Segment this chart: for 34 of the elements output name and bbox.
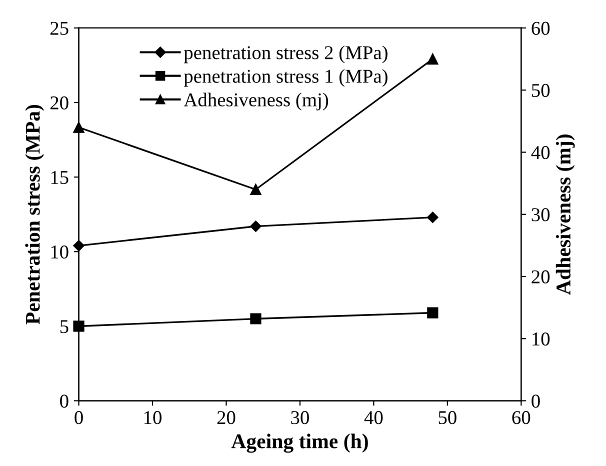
point xyxy=(427,53,438,65)
legend-label: penetration stress 1 (MPa) xyxy=(184,69,388,87)
y2-tick-label: 30 xyxy=(532,208,550,222)
y2-tick-label: 40 xyxy=(531,146,550,160)
point xyxy=(250,184,262,196)
y2-tick-label: 20 xyxy=(532,270,550,284)
x-tick-label: 20 xyxy=(217,411,236,424)
x-tick-label: 40 xyxy=(364,411,383,424)
y2-axis-title: Adhesiveness (mj) xyxy=(556,134,575,295)
y2-tick-label: 10 xyxy=(532,332,550,346)
y2-tick-label: 50 xyxy=(532,84,550,98)
y-tick-label: 5 xyxy=(60,320,68,334)
point xyxy=(250,220,262,232)
y-tick-label: 20 xyxy=(50,96,68,110)
x-tick-label: 50 xyxy=(438,411,456,424)
y-tick-label: 0 xyxy=(60,394,68,408)
x-axis-title: Ageing time (h) xyxy=(231,434,368,453)
legend-label: Adhesiveness (mj) xyxy=(184,92,328,110)
legend-label: penetration stress 2 (MPa) xyxy=(184,46,388,64)
x-tick-label: 0 xyxy=(74,411,83,424)
point xyxy=(250,313,262,324)
y2-tick-label: 60 xyxy=(532,22,550,35)
x-tick-label: 60 xyxy=(512,411,530,424)
y-tick-label: 10 xyxy=(51,245,68,259)
point xyxy=(427,307,438,318)
point xyxy=(73,122,84,133)
point xyxy=(427,212,438,223)
y-axis-title: Penetration stress (MPa) xyxy=(25,104,44,324)
point xyxy=(73,320,84,332)
y-tick-label: 25 xyxy=(50,22,68,35)
x-tick-label: 30 xyxy=(291,411,309,424)
y2-tick-label: 0 xyxy=(532,394,540,408)
y-tick-label: 15 xyxy=(51,170,68,184)
x-tick-label: 10 xyxy=(144,411,162,424)
